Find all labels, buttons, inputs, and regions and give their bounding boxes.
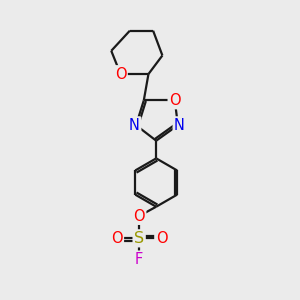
Text: N: N — [129, 118, 140, 133]
Text: F: F — [135, 252, 143, 267]
Text: N: N — [174, 118, 185, 133]
Text: O: O — [133, 208, 145, 224]
Text: O: O — [115, 67, 126, 82]
Text: O: O — [111, 231, 123, 246]
Text: O: O — [169, 93, 181, 108]
Text: S: S — [134, 231, 144, 246]
Text: O: O — [156, 231, 167, 246]
